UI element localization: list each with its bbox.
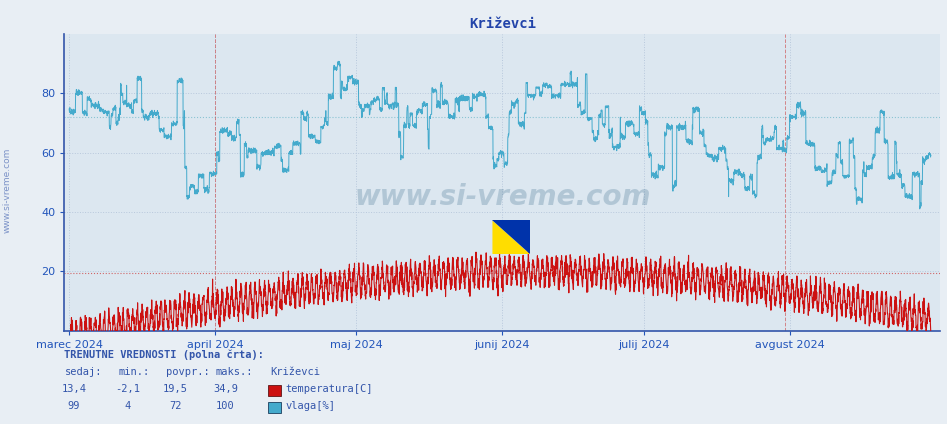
Polygon shape [492, 220, 530, 254]
Text: -2,1: -2,1 [116, 384, 140, 394]
Text: 4: 4 [125, 401, 131, 411]
Title: Križevci: Križevci [469, 17, 536, 31]
Text: 34,9: 34,9 [213, 384, 238, 394]
Text: TRENUTNE VREDNOSTI (polna črta):: TRENUTNE VREDNOSTI (polna črta): [64, 350, 264, 360]
Text: 13,4: 13,4 [62, 384, 86, 394]
Text: 19,5: 19,5 [163, 384, 188, 394]
Text: 99: 99 [67, 401, 80, 411]
Text: www.si-vreme.com: www.si-vreme.com [3, 148, 12, 234]
Text: sedaj:: sedaj: [64, 367, 102, 377]
Text: 72: 72 [169, 401, 182, 411]
Text: Križevci: Križevci [270, 367, 320, 377]
Text: vlaga[%]: vlaga[%] [285, 401, 335, 411]
Text: min.:: min.: [118, 367, 150, 377]
Text: povpr.:: povpr.: [166, 367, 209, 377]
Polygon shape [492, 220, 530, 254]
Text: maks.:: maks.: [216, 367, 254, 377]
Text: 100: 100 [216, 401, 235, 411]
Text: temperatura[C]: temperatura[C] [285, 384, 372, 394]
Text: www.si-vreme.com: www.si-vreme.com [354, 183, 651, 211]
